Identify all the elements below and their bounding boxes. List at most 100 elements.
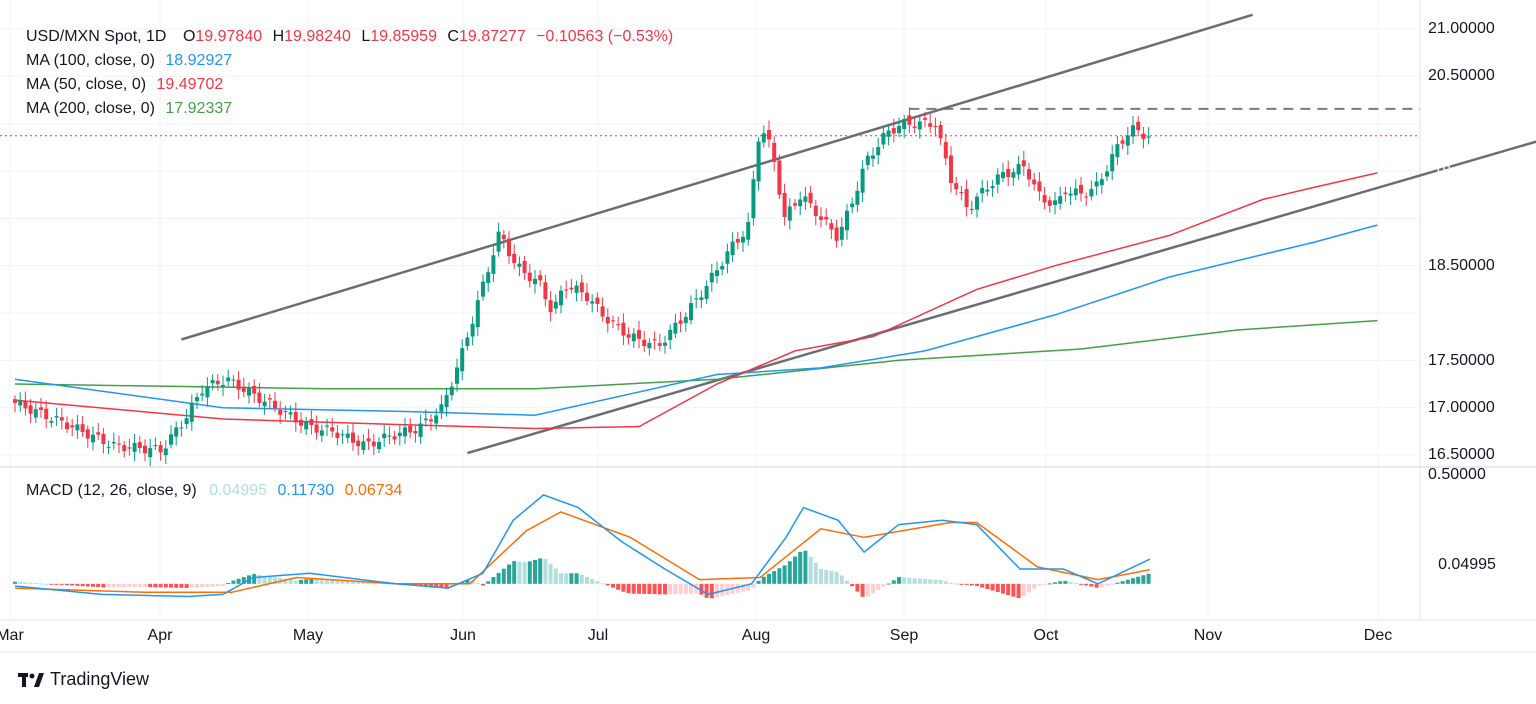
candle-body (23, 400, 28, 409)
macd-histogram-bar (917, 578, 922, 584)
candle-body (137, 442, 142, 448)
macd-histogram-bar (314, 579, 319, 584)
macd-histogram-bar (501, 568, 506, 584)
macd-histogram-bar (143, 583, 147, 588)
macd-histogram-bar (595, 581, 600, 584)
macd-histogram-bar (127, 583, 132, 588)
tradingview-logo[interactable]: TradingView (18, 669, 149, 690)
price-tick: 17.50000 (1428, 352, 1495, 369)
macd-line-value: 0.11730 (277, 482, 335, 499)
candle-body (891, 128, 896, 134)
macd-histogram-bar (351, 581, 355, 584)
macd-histogram-bar (751, 583, 756, 588)
candle-body (553, 301, 558, 309)
macd-histogram-bar (1094, 583, 1099, 588)
candle-body (803, 196, 808, 202)
macd-histogram-bar (122, 583, 127, 588)
candle-body (813, 205, 818, 217)
candle-body (44, 408, 49, 420)
candle-body (569, 287, 574, 290)
candle-body (559, 290, 563, 306)
macd-histogram-bar (787, 561, 792, 584)
candle-body (1042, 195, 1047, 203)
macd-histogram-bar (746, 583, 751, 591)
candle-body (1006, 168, 1011, 177)
macd-histogram-bar (1136, 576, 1141, 584)
candle-body (496, 231, 501, 252)
candle-body (91, 434, 95, 443)
candle-body (215, 380, 220, 385)
macd-histogram-bar (871, 583, 875, 594)
candle-body (59, 417, 64, 421)
macd-histogram-bar (319, 579, 324, 584)
macd-histogram-bar (449, 583, 454, 587)
candle-body (975, 196, 979, 210)
macd-histogram-bar (1032, 583, 1037, 589)
ma100-legend: MA (100, close, 0) 18.92927 (26, 52, 232, 70)
close-label: C (447, 28, 459, 45)
candle-body (1032, 179, 1037, 185)
candle-body (1047, 200, 1052, 206)
macd-histogram-bar (1016, 583, 1021, 599)
macd-histogram-bar (574, 573, 579, 584)
macd-histogram-bar (59, 583, 64, 585)
candle-body (923, 117, 927, 120)
macd-histogram-bar (205, 583, 210, 587)
macd-histogram-bar (912, 578, 917, 584)
macd-histogram-bar (91, 583, 95, 587)
macd-histogram-bar (605, 583, 610, 586)
candle-body (631, 333, 636, 342)
candle-body (335, 432, 340, 439)
candle-body (689, 303, 693, 321)
macd-histogram-bar (226, 583, 231, 585)
candle-body (533, 278, 537, 285)
candle-body (647, 342, 652, 349)
candle-body (616, 324, 621, 326)
macd-histogram-bar (288, 579, 293, 584)
macd-histogram-bar (460, 582, 465, 584)
candle-body (1073, 188, 1078, 196)
ma200-line (14, 319, 1378, 390)
candle-body (397, 432, 402, 437)
candle-body (465, 337, 470, 347)
macd-histogram-bar (949, 582, 953, 584)
candle-body (673, 322, 678, 334)
candle-body (247, 387, 251, 396)
macd-histogram-bar (715, 583, 719, 598)
candle-body (585, 292, 589, 302)
macd-histogram-bar (839, 575, 844, 584)
macd-histogram-bar (13, 581, 17, 584)
candle-body (475, 300, 480, 328)
candle-body (1058, 196, 1063, 204)
candle-body (881, 133, 886, 145)
macd-histogram-bar (23, 582, 28, 584)
candle-body (871, 155, 875, 159)
candle-body (699, 297, 704, 300)
macd-histogram-bar (252, 574, 257, 584)
candle-body (80, 424, 85, 433)
macd-histogram-bar (1099, 583, 1104, 588)
macd-histogram-bar (657, 583, 662, 595)
macd-histogram-bar (153, 583, 158, 588)
macd-histogram-bar (1073, 583, 1078, 585)
candle-body (590, 301, 595, 304)
candle-body (1068, 193, 1073, 196)
candle-body (408, 425, 413, 433)
candle-body (746, 222, 751, 240)
macd-histogram-bar (65, 583, 69, 586)
candle-body (382, 433, 387, 439)
candle-body (855, 190, 860, 205)
macd-histogram-bar (720, 583, 725, 597)
candle-body (668, 329, 673, 341)
macd-histogram-bar (824, 569, 829, 584)
macd-histogram-bar (1120, 581, 1125, 584)
month-label: Nov (1193, 627, 1223, 644)
candle-body (184, 418, 189, 425)
candle-body (793, 203, 797, 206)
candle-body (683, 316, 688, 324)
candle-body (70, 425, 75, 428)
macd-histogram-bar (241, 577, 246, 584)
candle-body (309, 419, 314, 425)
month-label: Dec (1363, 627, 1393, 644)
